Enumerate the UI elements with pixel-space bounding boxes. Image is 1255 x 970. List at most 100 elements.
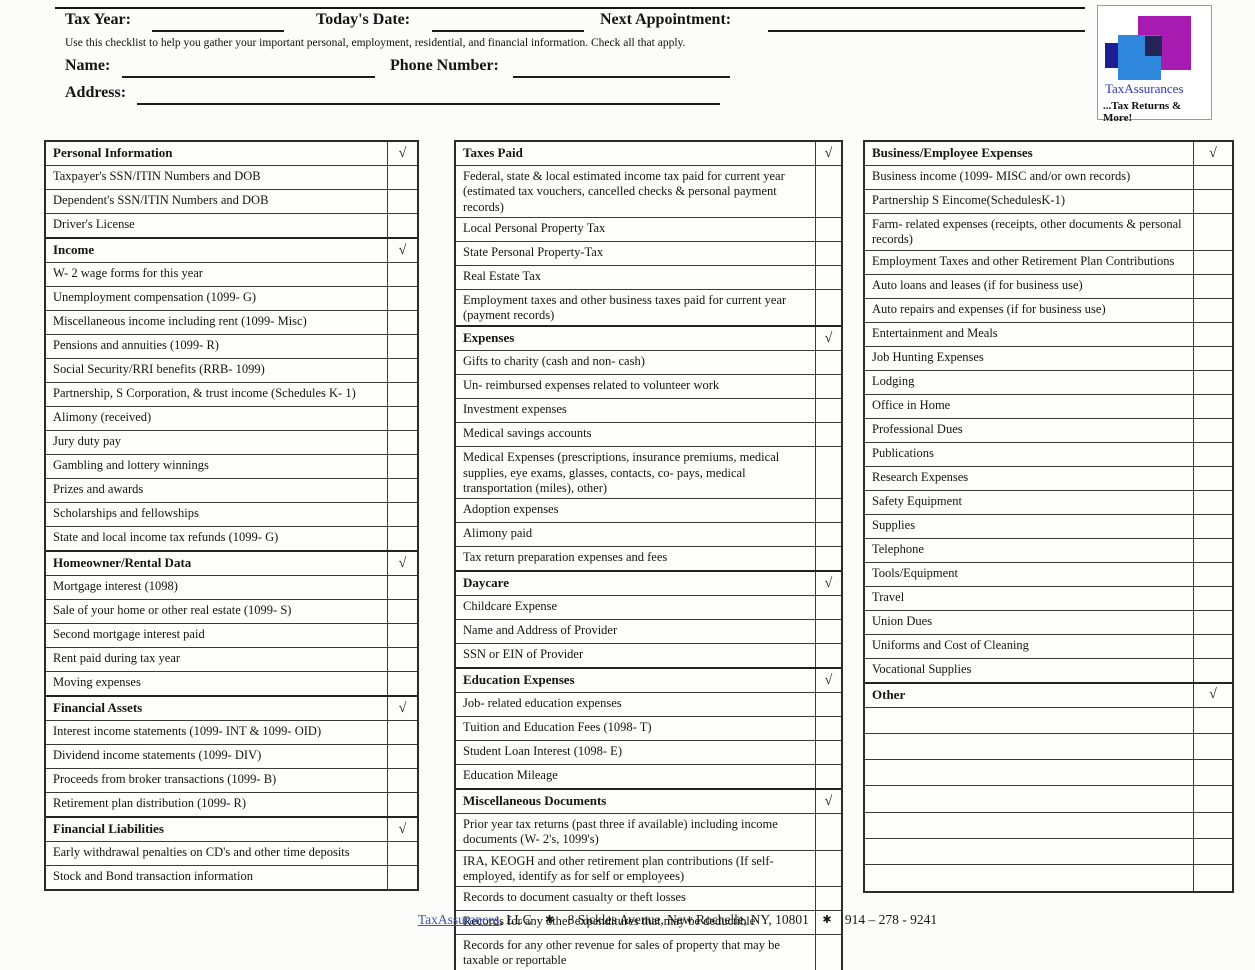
todays-date-field[interactable] <box>432 14 584 32</box>
check-cell[interactable] <box>1194 166 1232 189</box>
check-cell[interactable] <box>1194 214 1232 250</box>
check-cell[interactable] <box>816 851 841 887</box>
check-cell[interactable] <box>1194 371 1232 394</box>
check-cell[interactable] <box>388 479 417 502</box>
check-cell[interactable] <box>388 383 417 406</box>
check-cell[interactable] <box>816 242 841 265</box>
check-cell[interactable] <box>388 287 417 310</box>
check-cell[interactable] <box>388 648 417 671</box>
check-cell[interactable] <box>816 523 841 546</box>
check-cell[interactable] <box>388 263 417 286</box>
check-cell[interactable] <box>816 499 841 522</box>
check-cell[interactable] <box>388 359 417 382</box>
check-cell[interactable] <box>816 375 841 398</box>
check-cell[interactable] <box>1194 659 1232 682</box>
check-cell[interactable] <box>816 447 841 498</box>
check-cell[interactable]: √ <box>388 818 417 841</box>
check-cell[interactable] <box>1194 515 1232 538</box>
check-cell[interactable] <box>816 166 841 217</box>
check-cell[interactable] <box>1194 563 1232 586</box>
check-cell[interactable] <box>1194 299 1232 322</box>
check-cell[interactable] <box>1194 839 1232 864</box>
check-cell[interactable] <box>388 455 417 478</box>
check-cell[interactable]: √ <box>1194 142 1232 165</box>
check-cell[interactable] <box>816 620 841 643</box>
check-cell[interactable]: √ <box>388 239 417 262</box>
check-cell[interactable] <box>816 351 841 374</box>
check-cell[interactable] <box>816 717 841 740</box>
check-cell[interactable] <box>1194 587 1232 610</box>
check-cell[interactable] <box>388 311 417 334</box>
check-cell[interactable] <box>816 644 841 667</box>
check-cell[interactable] <box>1194 443 1232 466</box>
check-cell[interactable] <box>1194 708 1232 733</box>
check-cell[interactable] <box>816 399 841 422</box>
check-cell[interactable] <box>816 935 841 970</box>
check-cell[interactable] <box>388 745 417 768</box>
check-cell[interactable] <box>388 166 417 189</box>
check-cell[interactable]: √ <box>388 142 417 165</box>
check-cell[interactable] <box>388 576 417 599</box>
check-cell[interactable] <box>388 335 417 358</box>
name-field[interactable] <box>122 60 375 78</box>
check-cell[interactable] <box>388 527 417 550</box>
check-cell[interactable] <box>388 866 417 889</box>
check-cell[interactable] <box>816 218 841 241</box>
check-cell[interactable] <box>388 503 417 526</box>
check-cell[interactable]: √ <box>816 327 841 350</box>
check-cell[interactable] <box>816 423 841 446</box>
check-cell[interactable] <box>388 600 417 623</box>
check-cell[interactable] <box>1194 786 1232 811</box>
check-cell[interactable] <box>1194 539 1232 562</box>
item-label <box>865 812 1194 838</box>
checklist-item: Research Expenses <box>865 465 1232 490</box>
check-cell[interactable] <box>1194 734 1232 759</box>
check-cell[interactable] <box>1194 347 1232 370</box>
check-cell[interactable]: √ <box>388 697 417 720</box>
item-label: Travel <box>865 586 1194 610</box>
check-cell[interactable] <box>1194 419 1232 442</box>
check-cell[interactable] <box>388 769 417 792</box>
check-cell[interactable] <box>388 190 417 213</box>
check-cell[interactable] <box>816 765 841 788</box>
check-cell[interactable]: √ <box>816 790 841 813</box>
check-cell[interactable] <box>1194 251 1232 274</box>
tax-year-field[interactable] <box>152 14 284 32</box>
check-cell[interactable]: √ <box>816 142 841 165</box>
check-cell[interactable] <box>388 842 417 865</box>
check-cell[interactable]: √ <box>816 572 841 595</box>
check-cell[interactable] <box>1194 275 1232 298</box>
next-appointment-field[interactable] <box>768 14 1085 32</box>
phone-number-field[interactable] <box>513 60 730 78</box>
check-cell[interactable] <box>1194 190 1232 213</box>
address-field[interactable] <box>137 87 720 105</box>
check-cell[interactable] <box>388 721 417 744</box>
check-cell[interactable] <box>816 693 841 716</box>
check-cell[interactable] <box>1194 760 1232 785</box>
check-cell[interactable] <box>388 624 417 647</box>
check-cell[interactable] <box>816 887 841 910</box>
check-cell[interactable] <box>816 814 841 850</box>
check-cell[interactable] <box>388 214 417 237</box>
check-cell[interactable]: √ <box>816 669 841 692</box>
check-cell[interactable] <box>816 547 841 570</box>
check-cell[interactable] <box>1194 635 1232 658</box>
check-cell[interactable] <box>816 266 841 289</box>
check-cell[interactable] <box>816 596 841 619</box>
check-cell[interactable] <box>1194 323 1232 346</box>
check-cell[interactable] <box>388 793 417 816</box>
check-cell[interactable] <box>1194 813 1232 838</box>
check-cell[interactable] <box>388 407 417 430</box>
check-cell[interactable] <box>1194 467 1232 490</box>
check-cell[interactable] <box>1194 865 1232 890</box>
check-cell[interactable] <box>816 290 841 326</box>
check-cell[interactable] <box>388 672 417 695</box>
check-cell[interactable] <box>1194 491 1232 514</box>
check-cell[interactable] <box>1194 611 1232 634</box>
check-cell[interactable] <box>1194 395 1232 418</box>
check-cell[interactable] <box>388 431 417 454</box>
check-cell[interactable] <box>816 741 841 764</box>
company-website-link[interactable]: TaxAssurances <box>417 912 500 927</box>
check-cell[interactable]: √ <box>388 552 417 575</box>
check-cell[interactable]: √ <box>1194 684 1232 707</box>
